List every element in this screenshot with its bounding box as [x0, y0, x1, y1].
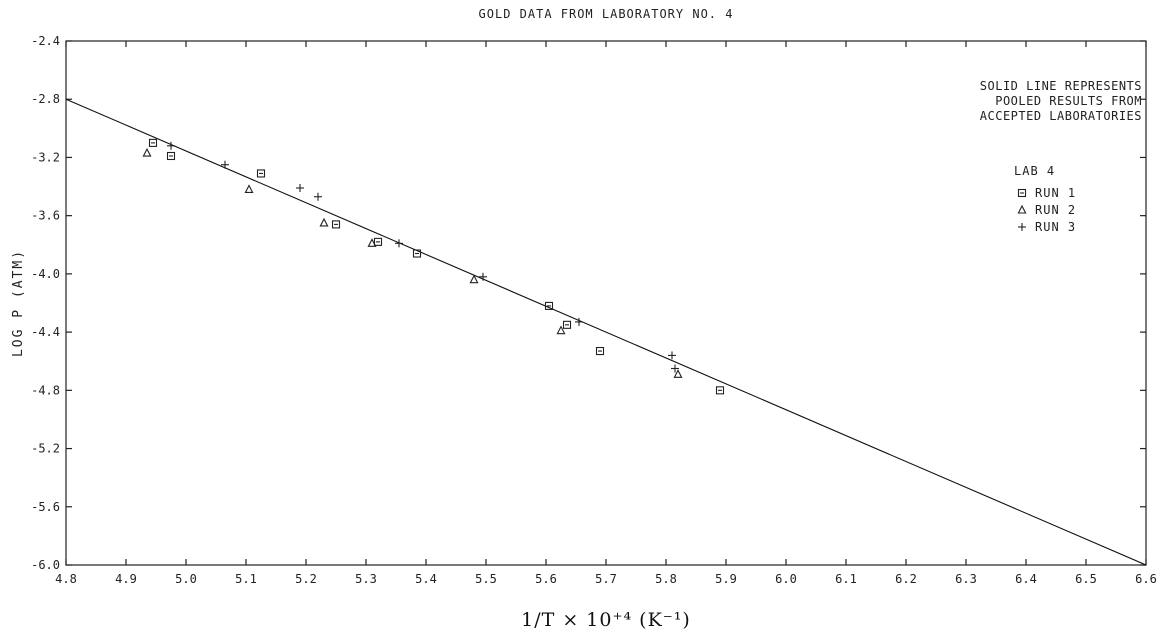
data-point-run-2 [319, 217, 329, 227]
x-tick-label: 6.6 [1135, 572, 1157, 586]
x-tick-label: 6.2 [895, 572, 917, 586]
square-marker-outline [595, 346, 605, 356]
data-point-run-1 [148, 138, 158, 147]
x-axis-label: 1/T × 10⁺⁴ (K⁻¹) [521, 609, 691, 631]
data-point-run-3 [395, 239, 403, 248]
y-tick-label: -3.6 [31, 209, 60, 223]
data-point-run-3 [296, 184, 304, 193]
x-tick-label: 6.0 [775, 572, 797, 586]
data-point-run-1 [562, 320, 572, 329]
data-point-run-1 [331, 220, 341, 229]
data-point-run-2 [469, 274, 479, 284]
x-tick-label: 5.8 [655, 572, 677, 586]
data-point-run-3 [671, 364, 679, 373]
square-marker-outline [148, 138, 158, 147]
data-point-run-3 [575, 317, 583, 326]
x-tick-label: 5.2 [295, 572, 317, 586]
annotation-line: SOLID LINE REPRESENTS [980, 79, 1142, 93]
data-point-run-1 [412, 249, 422, 258]
square-marker-outline [412, 249, 422, 258]
x-tick-label: 6.3 [955, 572, 977, 586]
x-tick-label: 6.4 [1015, 572, 1037, 586]
data-point-run-3 [668, 351, 676, 360]
data-point-run-1 [256, 169, 266, 178]
data-point-run-3 [314, 192, 322, 201]
pooled-fit-line [65, 98, 1147, 566]
x-tick-label: 5.0 [175, 572, 197, 586]
data-points [142, 138, 725, 395]
legend-marker-run-2 [1017, 204, 1027, 214]
x-tick-label: 6.1 [835, 572, 857, 586]
axis-ticks: 4.8 4.9 5.0 5.1 5.2 5.3 5.4 5.5 5.6 5.7 5.8 5.9 6.0 6… [31, 34, 1157, 586]
legend-label-run-1: RUN 1 [1035, 186, 1076, 200]
x-tick-label: 5.5 [475, 572, 497, 586]
legend-marker-run-3 [1018, 223, 1026, 231]
legend-label-run-2: RUN 2 [1035, 203, 1076, 217]
x-tick-label: 4.9 [115, 572, 137, 586]
y-tick-label: -2.8 [31, 92, 60, 106]
chart-title: GOLD DATA FROM LABORATORY NO. 4 [479, 7, 734, 21]
y-tick-label: -4.8 [31, 383, 60, 397]
data-point-run-3 [167, 141, 175, 150]
data-point-run-1 [595, 346, 605, 356]
legend-label-run-3: RUN 3 [1035, 220, 1076, 234]
data-point-run-1 [715, 386, 725, 395]
x-tick-label: 5.9 [715, 572, 737, 586]
x-tick-label: 4.8 [55, 572, 77, 586]
y-tick-label: -3.2 [31, 150, 60, 164]
square-marker-outline [256, 169, 266, 178]
annotation-line: ACCEPTED LABORATORIES [980, 109, 1142, 123]
y-tick-label: -2.4 [31, 34, 60, 48]
x-tick-label: 5.3 [355, 572, 377, 586]
data-point-run-1 [373, 237, 383, 246]
legend: LAB 4 RUN 1 RUN 2 RUN 3 [1014, 164, 1076, 234]
y-tick-label: -4.0 [31, 267, 60, 281]
y-tick-label: -4.4 [31, 325, 60, 339]
x-tick-label: 5.4 [415, 572, 437, 586]
data-point-run-2 [367, 238, 377, 247]
data-point-run-1 [544, 301, 554, 310]
data-point-run-2 [142, 147, 152, 157]
legend-title: LAB 4 [1014, 164, 1055, 178]
x-tick-label: 5.6 [535, 572, 557, 586]
square-marker-outline [715, 386, 725, 395]
square-marker-outline [331, 220, 341, 229]
fit-line-group [65, 98, 1147, 566]
y-tick-label: -5.2 [31, 442, 60, 456]
data-point-run-2 [244, 184, 254, 194]
y-axis-label: LOG P (ATM) [11, 249, 26, 357]
square-marker-outline [544, 301, 554, 310]
data-point-run-3 [221, 160, 229, 169]
square-marker-outline [166, 151, 176, 161]
y-tick-label: -5.6 [31, 500, 60, 514]
square-marker-outline [373, 237, 383, 246]
data-point-run-2 [673, 369, 683, 378]
square-marker-outline [562, 320, 572, 329]
data-point-run-3 [479, 272, 487, 281]
data-point-run-1 [166, 151, 176, 161]
annotation-line: POOLED RESULTS FROM [995, 94, 1142, 108]
x-tick-label: 6.5 [1075, 572, 1097, 586]
x-tick-label: 5.1 [235, 572, 257, 586]
square-marker-outline [1017, 188, 1027, 198]
x-tick-label: 5.7 [595, 572, 617, 586]
data-point-run-2 [556, 325, 566, 335]
legend-marker-run-1 [1017, 188, 1027, 198]
y-tick-label: -6.0 [31, 558, 60, 572]
